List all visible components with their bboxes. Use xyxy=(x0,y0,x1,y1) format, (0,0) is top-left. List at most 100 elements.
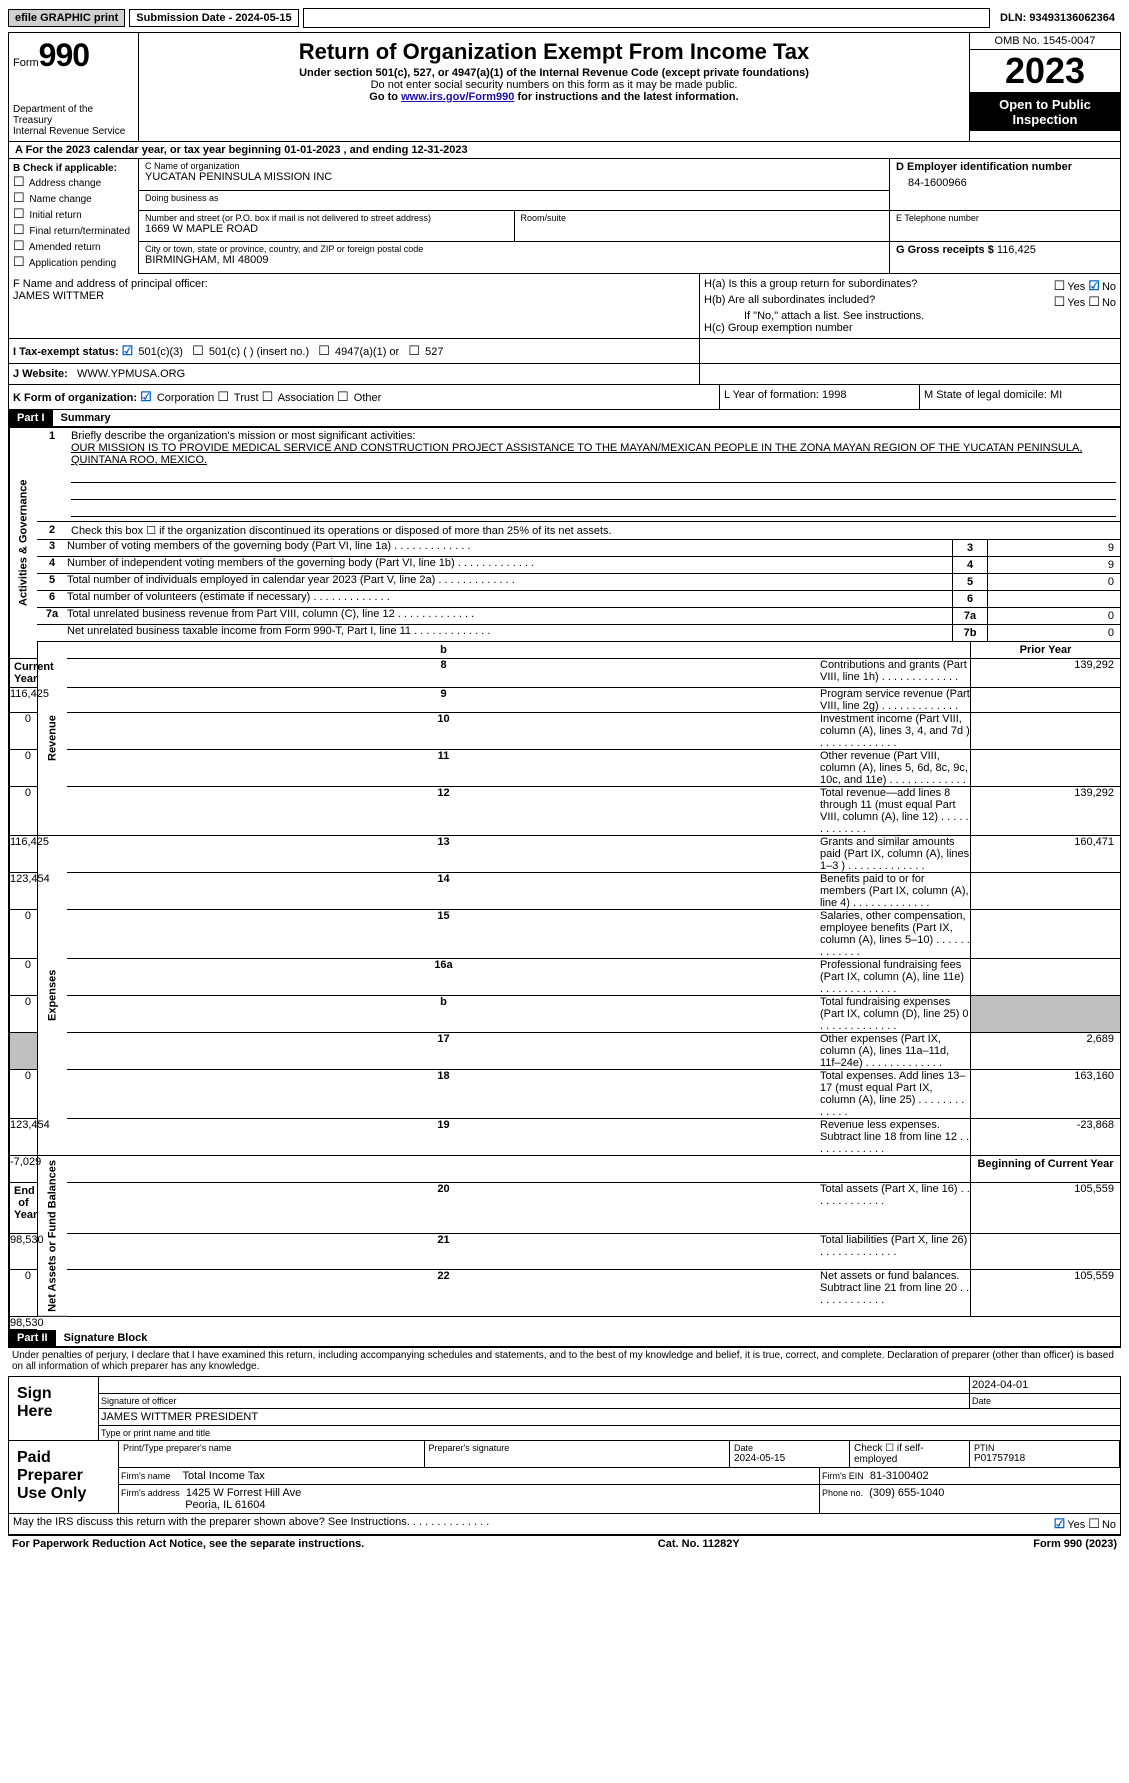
prep-date-label: Date xyxy=(734,1443,845,1453)
firm-addr-label: Firm's address xyxy=(121,1488,180,1498)
website-value: WWW.YPMUSA.ORG xyxy=(77,368,185,380)
topbar: efile GRAPHIC print Submission Date - 20… xyxy=(8,8,1121,28)
sig-officer-label: Signature of officer xyxy=(99,1394,970,1408)
firm-phone: (309) 655-1040 xyxy=(869,1487,944,1499)
firm-ein-label: Firm's EIN xyxy=(822,1471,864,1481)
checkbox-amended-return[interactable]: ☐ Amended return xyxy=(13,238,134,254)
part2-header: Part II xyxy=(9,1330,56,1346)
part1-header: Part I xyxy=(9,410,53,426)
efile-button[interactable]: efile GRAPHIC print xyxy=(8,9,125,27)
opt-501c: 501(c) ( ) (insert no.) xyxy=(209,346,309,358)
opt-4947: 4947(a)(1) or xyxy=(335,346,399,358)
begin-year-hdr: Beginning of Current Year xyxy=(970,1156,1120,1183)
form-subtitle: Under section 501(c), 527, or 4947(a)(1)… xyxy=(147,67,961,79)
firm-phone-label: Phone no. xyxy=(822,1488,863,1498)
form-header: Form990 Department of the Treasury Inter… xyxy=(8,32,1121,142)
prep-sig-label: Preparer's signature xyxy=(429,1443,726,1453)
checkbox-application-pending[interactable]: ☐ Application pending xyxy=(13,254,134,270)
form-title: Return of Organization Exempt From Incom… xyxy=(147,39,961,65)
501c3-checkbox[interactable]: ☑ xyxy=(122,343,134,358)
dba-label: Doing business as xyxy=(145,193,883,203)
omb-number: OMB No. 1545-0047 xyxy=(970,33,1120,50)
topbar-spacer xyxy=(303,8,990,28)
state-domicile: M State of legal domicile: MI xyxy=(920,385,1120,409)
form-footer: Form 990 (2023) xyxy=(1033,1538,1117,1550)
prep-name-label: Print/Type preparer's name xyxy=(123,1443,420,1453)
opt-527: 527 xyxy=(425,346,443,358)
website-label: J Website: xyxy=(13,368,68,380)
org-name-label: C Name of organization xyxy=(145,161,883,171)
org-name: YUCATAN PENINSULA MISSION INC xyxy=(145,171,883,183)
officer-name: JAMES WITTMER xyxy=(13,290,695,302)
phone-label: E Telephone number xyxy=(896,213,1114,223)
goto-prefix: Go to xyxy=(369,91,401,103)
vlabel-gov: Activities & Governance xyxy=(9,428,37,659)
checkbox-address-change[interactable]: ☐ Address change xyxy=(13,174,134,190)
current-year-hdr: Current Year xyxy=(9,659,37,688)
dln-number: DLN: 93493136062364 xyxy=(994,10,1121,26)
ha-no: No xyxy=(1102,281,1116,293)
tax-exempt-label: I Tax-exempt status: xyxy=(13,346,119,358)
ein-label: D Employer identification number xyxy=(896,161,1114,173)
room-label: Room/suite xyxy=(521,213,884,223)
discuss-question: May the IRS discuss this return with the… xyxy=(13,1516,489,1532)
city-value: BIRMINGHAM, MI 48009 xyxy=(145,254,883,266)
form-number: Form990 xyxy=(13,37,134,74)
firm-name: Total Income Tax xyxy=(182,1470,264,1482)
opt-other: Other xyxy=(354,392,382,404)
vlabel-net: Net Assets or Fund Balances xyxy=(37,1156,67,1317)
checkbox-final-return-terminated[interactable]: ☐ Final return/terminated xyxy=(13,222,134,238)
form-org-label: K Form of organization: xyxy=(13,392,137,404)
ptin-value: P01757918 xyxy=(974,1453,1115,1464)
irs-label: Internal Revenue Service xyxy=(13,126,134,137)
part2-title: Signature Block xyxy=(56,1330,156,1346)
ha-yes: Yes xyxy=(1067,281,1085,293)
checkbox-name-change[interactable]: ☐ Name change xyxy=(13,190,134,206)
opt-corp: Corporation xyxy=(157,392,214,404)
firm-name-label: Firm's name xyxy=(121,1471,170,1481)
end-year-hdr: End of Year xyxy=(9,1183,37,1234)
discuss-yes-check[interactable]: ☑ xyxy=(1054,1516,1066,1531)
open-inspection: Open to Public Inspection xyxy=(970,93,1120,131)
part1-title: Summary xyxy=(53,410,119,426)
q2-text: Check this box ☐ if the organization dis… xyxy=(67,522,1120,540)
paperwork-notice: For Paperwork Reduction Act Notice, see … xyxy=(12,1538,364,1550)
sign-here-label: Sign Here xyxy=(9,1377,99,1440)
paid-preparer-label: Paid Preparer Use Only xyxy=(9,1441,119,1513)
corp-checkbox[interactable]: ☑ xyxy=(140,389,152,404)
summary-table: Activities & Governance 1 Briefly descri… xyxy=(8,428,1121,1330)
hb-no: No xyxy=(1102,297,1116,309)
officer-sig: JAMES WITTMER PRESIDENT xyxy=(99,1409,1120,1426)
goto-suffix: for instructions and the latest informat… xyxy=(517,91,738,103)
prior-year-hdr: Prior Year xyxy=(970,642,1120,659)
ein-value: 84-1600966 xyxy=(896,173,1114,189)
type-name-label: Type or print name and title xyxy=(99,1426,1120,1440)
ha-label: H(a) Is this a group return for subordin… xyxy=(704,278,917,294)
self-employed-check[interactable]: Check ☐ if self-employed xyxy=(850,1441,970,1468)
hb-yes: Yes xyxy=(1067,297,1085,309)
section-bcd: B Check if applicable: ☐ Address change☐… xyxy=(8,159,1121,274)
street-label: Number and street (or P.O. box if mail i… xyxy=(145,213,508,223)
year-formation: L Year of formation: 1998 xyxy=(720,385,920,409)
tax-year: 2023 xyxy=(970,50,1120,93)
opt-assoc: Association xyxy=(278,392,334,404)
sig-date: 2024-04-01 xyxy=(970,1377,1120,1393)
section-fh: F Name and address of principal officer:… xyxy=(8,274,1121,339)
opt-trust: Trust xyxy=(234,392,259,404)
cat-no: Cat. No. 11282Y xyxy=(658,1538,740,1550)
gross-value: 116,425 xyxy=(997,244,1036,256)
hc-label: H(c) Group exemption number xyxy=(704,322,1116,334)
row-a-tax-year: A For the 2023 calendar year, or tax yea… xyxy=(8,142,1121,159)
q1-label: Briefly describe the organization's miss… xyxy=(71,430,415,442)
irs-link[interactable]: www.irs.gov/Form990 xyxy=(401,91,514,103)
checkbox-initial-return[interactable]: ☐ Initial return xyxy=(13,206,134,222)
firm-addr2: Peoria, IL 61604 xyxy=(185,1499,265,1511)
firm-ein: 81-3100402 xyxy=(870,1470,929,1482)
sig-date-label: Date xyxy=(970,1394,1120,1408)
firm-addr1: 1425 W Forrest Hill Ave xyxy=(186,1487,301,1499)
mission-text: OUR MISSION IS TO PROVIDE MEDICAL SERVIC… xyxy=(71,442,1082,466)
ptin-label: PTIN xyxy=(974,1443,1115,1453)
dept-treasury: Department of the Treasury xyxy=(13,104,134,126)
street-value: 1669 W MAPLE ROAD xyxy=(145,223,508,235)
vlabel-rev: Revenue xyxy=(37,642,67,836)
